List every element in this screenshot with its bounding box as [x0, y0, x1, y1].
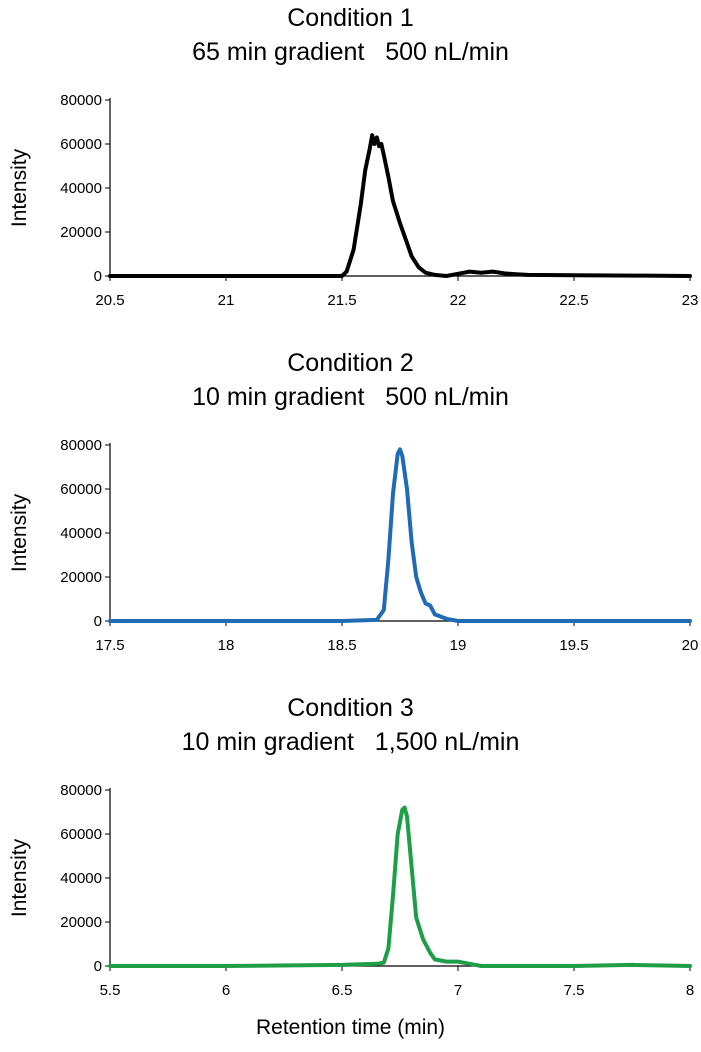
x-tick-label: 18 [218, 637, 235, 654]
chart-subtitle: 10 min gradient 500 nL/min [192, 383, 509, 411]
y-tick-label: 60000 [60, 136, 102, 153]
x-tick-label: 22 [450, 292, 467, 309]
chart-title-line-1: Condition 3 [287, 694, 414, 722]
x-tick-label: 7 [454, 982, 462, 999]
x-tick-label: 17.5 [95, 637, 124, 654]
y-tick-label: 0 [94, 268, 102, 285]
chart-panel-condition-1: Condition 1 65 min gradient 500 nL/min 0… [0, 0, 701, 345]
chart-plot-condition-1: 0 20000 40000 60000 80000 20.5 21 21.5 22 22.5 23… [8, 92, 699, 309]
x-axis-label: Retention time (min) [255, 1016, 446, 1039]
y-tick-label: 0 [94, 958, 102, 975]
x-tick-label: 22.5 [559, 292, 588, 309]
y-tick-label: 20000 [60, 914, 102, 931]
y-tick-label: 0 [94, 613, 102, 630]
chart-subtitle: 65 min gradient 500 nL/min [192, 38, 509, 66]
y-tick-label: 60000 [60, 826, 102, 843]
x-tick-label: 19.5 [559, 637, 588, 654]
y-tick-label: 80000 [60, 437, 102, 454]
x-tick-label: 5.5 [100, 982, 121, 999]
chart-plot-condition-2: 0 20000 40000 60000 80000 17.5 18 18.5 19 19.5 20… [8, 437, 699, 654]
chart-title-line-1: Condition 1 [287, 4, 414, 32]
series-line-1 [108, 447, 692, 623]
x-tick-label: 21 [218, 292, 235, 309]
y-tick-label: 80000 [60, 782, 102, 799]
y-tick-label: 80000 [60, 92, 102, 109]
y-tick-label: 60000 [60, 481, 102, 498]
x-tick-label: 23 [682, 292, 699, 309]
x-tick-label: 8 [686, 982, 694, 999]
x-tick-label: 6 [222, 982, 230, 999]
x-tick-label: 20 [682, 637, 699, 654]
x-tick-label: 6.5 [332, 982, 353, 999]
chart-subtitle: 10 min gradient 1,500 nL/min [181, 728, 520, 756]
y-tick-label: 20000 [60, 224, 102, 241]
x-tick-label: 18.5 [327, 637, 356, 654]
y-tick-label: 40000 [60, 525, 102, 542]
x-tick-label: 20.5 [95, 292, 124, 309]
x-tick-label: 19 [450, 637, 467, 654]
y-axis-label: Intensity [8, 493, 31, 572]
y-tick-label: 40000 [60, 870, 102, 887]
y-axis-label: Intensity [8, 148, 31, 227]
x-tick-label: 21.5 [327, 292, 356, 309]
y-tick-label: 20000 [60, 569, 102, 586]
chart-title-line-1: Condition 2 [287, 349, 414, 377]
chart-plot-condition-3: 0 20000 40000 60000 80000 5.5 6 6.5 7 7.5 8 Inten… [8, 782, 694, 999]
series-line-1 [108, 133, 692, 278]
x-tick-label: 7.5 [564, 982, 585, 999]
series-line-1 [108, 805, 692, 968]
chart-panel-condition-2: Condition 2 10 min gradient 500 nL/min 0… [0, 345, 701, 690]
y-axis-label: Intensity [8, 838, 31, 917]
y-tick-label: 40000 [60, 180, 102, 197]
chart-panel-condition-3: Condition 3 10 min gradient 1,500 nL/min… [0, 690, 701, 1035]
